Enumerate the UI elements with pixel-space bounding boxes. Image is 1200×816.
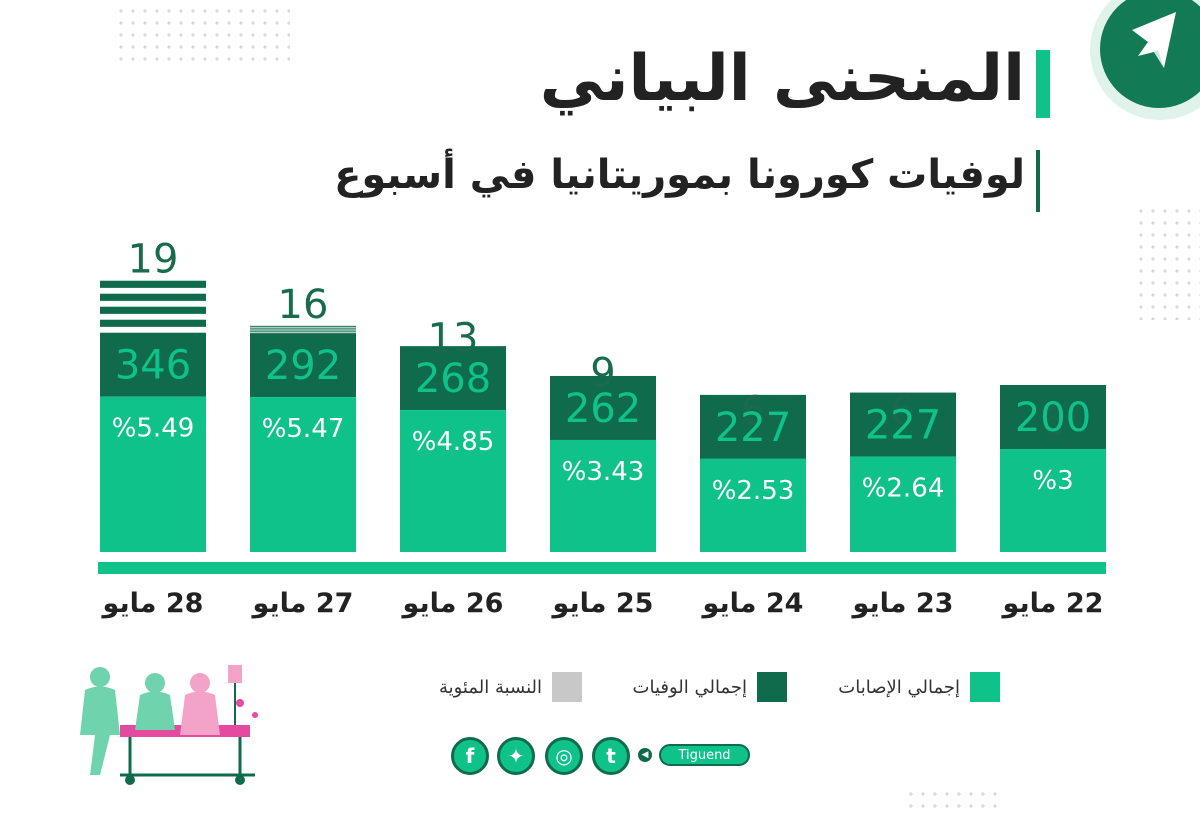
bar-stripe: [100, 306, 206, 314]
bar-stripe: [100, 280, 206, 288]
bar-cases-label: 262: [565, 386, 641, 432]
bar-percent-label: %2.64: [862, 474, 945, 504]
title-accent-bar: [1036, 50, 1050, 118]
bar-percent-label: %2.53: [712, 476, 795, 506]
bar-cases-segment: [700, 458, 806, 552]
legend-item-cases: إجمالي الإصابات: [838, 672, 1000, 702]
chart-baseline: [98, 562, 1106, 574]
subtitle-accent-bar: [1036, 150, 1040, 212]
twitter-icon[interactable]: ✦: [497, 737, 535, 775]
bar-deaths-label: 6: [890, 389, 915, 435]
bar-stripe: [250, 329, 356, 331]
bar-deaths-segment: [1000, 385, 1106, 449]
bar-cases-segment: [400, 410, 506, 552]
x-tick-label: 26 مايو: [402, 588, 504, 619]
bar-cases-label: 227: [715, 405, 791, 451]
bar-stripe: [250, 327, 356, 329]
legend-label: إجمالي الإصابات: [838, 676, 960, 698]
x-tick-label: 23 مايو: [852, 588, 954, 619]
bar-percent-label: %5.49: [112, 414, 195, 444]
page-title: المنحنى البياني: [539, 42, 1025, 116]
bar: [700, 394, 806, 552]
bar-cases-segment: [1000, 449, 1106, 552]
dot-pattern-bottom-right: [905, 788, 1005, 816]
instagram-icon[interactable]: ◎: [545, 737, 583, 775]
bar-percent-label: %5.47: [262, 414, 345, 444]
bar-deaths-label: 13: [428, 316, 479, 362]
bar: [100, 280, 206, 552]
bar-deaths-segment: [850, 392, 956, 457]
bar-stripe: [100, 293, 206, 301]
x-tick-label: 24 مايو: [702, 588, 804, 619]
x-tick-label: 28 مايو: [102, 588, 204, 619]
legend-swatch: [970, 672, 1000, 702]
bar-cases-segment: [250, 397, 356, 552]
bar-cases-label: 292: [265, 343, 341, 389]
bar-deaths-label: 19: [128, 237, 179, 283]
legend-item-percent: النسبة المئوية: [439, 672, 582, 702]
bar-deaths-label: 16: [278, 282, 329, 328]
bar: [1000, 385, 1106, 552]
bar-cases-label: 268: [415, 356, 491, 402]
medic-head: [90, 667, 110, 687]
legend-swatch: [757, 672, 787, 702]
bar-cases-label: 200: [1015, 395, 1091, 441]
bar-cases-segment: [850, 456, 956, 552]
bar-stripe: [250, 325, 356, 327]
bar: [250, 325, 356, 552]
x-tick-label: 25 مايو: [552, 588, 654, 619]
bar-deaths-segment: [250, 333, 356, 398]
bar-deaths-segment: [550, 375, 656, 440]
medical-team-illustration: [80, 665, 258, 785]
bar-percent-label: %4.85: [412, 427, 495, 457]
bar-deaths-label: 9: [590, 351, 615, 397]
bar-deaths-segment: [100, 332, 206, 397]
bar-cases-label: 227: [865, 403, 941, 449]
x-tick-label: 22 مايو: [1002, 588, 1104, 619]
paper-plane-icon: [1132, 12, 1176, 68]
bar-deaths-segment: [400, 346, 506, 411]
legend-label: إجمالي الوفيات: [632, 676, 747, 698]
bar-deaths-label: 6: [740, 389, 765, 435]
bar-stripe: [250, 331, 356, 333]
bar-deaths-label: 6: [1040, 399, 1065, 445]
tumblr-icon[interactable]: t: [592, 737, 630, 775]
legend-item-deaths: إجمالي الوفيات: [633, 672, 787, 702]
legend-label: النسبة المئوية: [438, 676, 542, 698]
logo: [1100, 0, 1200, 108]
bar-percent-label: %3.43: [562, 457, 645, 487]
brand-arrow-icon: ◀: [638, 748, 652, 762]
legend-swatch: [552, 672, 582, 702]
nurse-head: [190, 673, 210, 693]
dot-pattern-right: [1135, 205, 1200, 320]
medic-head: [145, 673, 165, 693]
bar-percent-label: %3: [1032, 466, 1073, 496]
bar-stripe: [100, 319, 206, 327]
bar-cases-segment: [550, 439, 656, 552]
dot-pattern-top-left: [115, 5, 290, 65]
bar: [850, 392, 956, 552]
bar-cases-segment: [100, 396, 206, 552]
bar-chart: 6200%36227%2.646227%2.539262%3.4313268%4…: [98, 237, 1106, 574]
x-tick-label: 27 مايو: [252, 588, 354, 619]
bar: [550, 375, 656, 552]
page-subtitle: لوفيات كورونا بموريتانيا في أسبوع: [334, 152, 1025, 198]
bar: [400, 346, 506, 552]
bar-deaths-segment: [700, 394, 806, 459]
brand-name[interactable]: Tiguend: [659, 744, 750, 766]
bar-cases-label: 346: [115, 343, 191, 389]
facebook-icon[interactable]: f: [451, 737, 489, 775]
